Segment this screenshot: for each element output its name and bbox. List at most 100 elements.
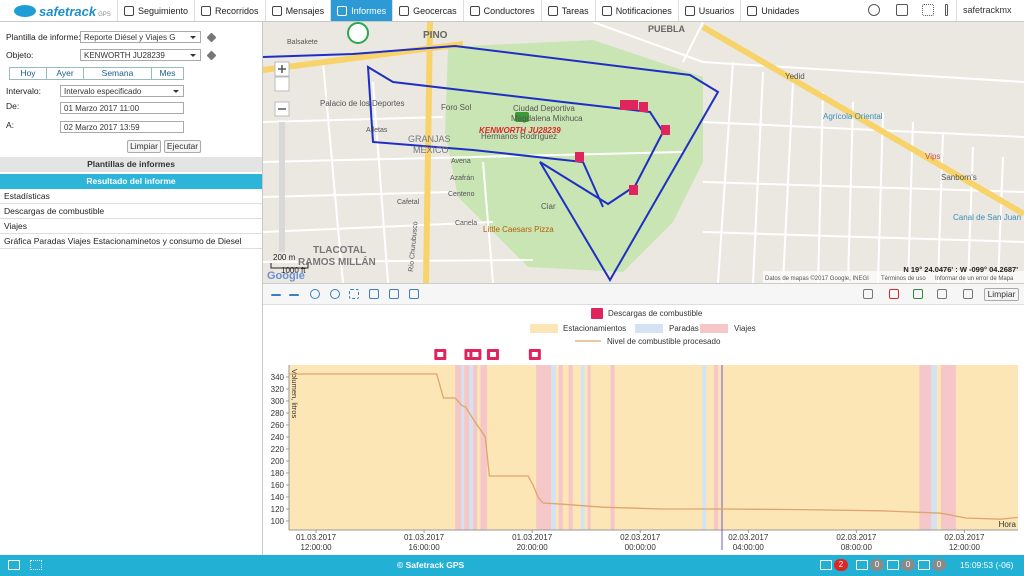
map-label: Balsakete <box>287 39 318 46</box>
zoom-out-icon[interactable] <box>330 289 340 299</box>
map-label: Canela <box>455 220 477 227</box>
result-header[interactable]: Resultado del informe <box>0 174 262 189</box>
templates-header[interactable]: Plantillas de informes <box>0 157 262 172</box>
badge[interactable]: 2 <box>834 559 848 571</box>
nav-icon <box>399 5 410 16</box>
map-report[interactable]: Informar de un error de Mapa <box>935 276 1014 282</box>
place-icon <box>347 22 369 44</box>
nav-icon <box>337 5 348 16</box>
map[interactable]: 200 m 1000 ft Google Balsakete PINO PUEB… <box>263 22 1024 283</box>
nav-icon <box>469 5 480 16</box>
nav-item[interactable]: Geocercas <box>392 0 463 21</box>
zoom-in-icon <box>278 65 286 73</box>
result-item[interactable]: Descargas de combustible <box>0 204 262 219</box>
legend-label: Descargas de combustible <box>608 309 703 318</box>
period-button[interactable]: Semana <box>84 68 152 79</box>
wrench-icon[interactable] <box>206 32 217 43</box>
badge[interactable]: 0 <box>870 559 884 571</box>
print-icon[interactable] <box>963 289 973 299</box>
legend-swatch <box>700 324 728 333</box>
grid-icon[interactable] <box>30 560 42 570</box>
alert-icon[interactable] <box>918 560 930 570</box>
to-input[interactable]: 02 Marzo 2017 13:59 <box>60 121 184 133</box>
nav-item[interactable]: Recorridos <box>194 0 265 21</box>
forward-icon[interactable] <box>289 294 299 296</box>
apps-icon[interactable] <box>922 4 934 16</box>
interval-band <box>941 365 956 530</box>
logo[interactable]: safetrack GPS <box>14 3 111 19</box>
more-icon[interactable] <box>945 4 948 16</box>
chart-clear-button[interactable]: Limpiar <box>984 288 1019 301</box>
result-item[interactable]: Estadísticas <box>0 189 262 204</box>
map-label: PINO <box>423 30 448 41</box>
back-icon[interactable] <box>271 294 281 296</box>
excel-icon[interactable] <box>913 289 923 299</box>
nav-label: Recorridos <box>215 5 259 16</box>
zoom-in-icon[interactable] <box>310 289 320 299</box>
y-tick-label: 120 <box>271 505 285 514</box>
object-select[interactable]: KENWORTH JU28239 <box>80 49 201 61</box>
wrench-icon[interactable] <box>206 50 217 61</box>
table-icon[interactable] <box>863 289 873 299</box>
message-icon[interactable] <box>820 560 832 570</box>
fuel-drain-glyph <box>472 352 479 357</box>
pdf-icon[interactable] <box>889 289 899 299</box>
truck-icon[interactable] <box>515 112 529 122</box>
export-icon[interactable] <box>937 289 947 299</box>
measure-icon[interactable] <box>896 4 908 16</box>
badge[interactable]: 0 <box>932 559 946 571</box>
period-button[interactable]: Hoy <box>10 68 47 79</box>
nav-label: Conductores <box>483 5 535 16</box>
panel-icon[interactable] <box>8 560 20 570</box>
map-label: Ciar <box>541 202 556 211</box>
result-item[interactable]: Gráfica Paradas Viajes Estacionaminetos … <box>0 234 262 249</box>
nav-item[interactable]: Mensajes <box>264 0 331 21</box>
list-icon[interactable] <box>409 289 419 299</box>
search-icon[interactable] <box>868 4 880 16</box>
map-terms[interactable]: Términos de uso <box>881 276 926 282</box>
map-label: Hermanos Rodríguez <box>481 132 557 141</box>
map-label: Foro Sol <box>441 103 471 112</box>
nav-label: Tareas <box>561 5 589 16</box>
clear-button[interactable]: Limpiar <box>127 140 161 153</box>
template-select[interactable]: Reporte Diésel y Viajes G <box>80 31 201 43</box>
select-icon[interactable] <box>349 289 359 299</box>
fit-icon[interactable] <box>389 289 399 299</box>
user-menu[interactable]: safetrackmx <box>956 0 1012 21</box>
nav-item[interactable]: Tareas <box>540 0 595 21</box>
nav-item[interactable]: Conductores <box>462 0 541 21</box>
legend-label: Paradas <box>669 324 699 333</box>
event-icon[interactable] <box>887 560 899 570</box>
period-button[interactable]: Ayer <box>47 68 84 79</box>
nav-item[interactable]: Notificaciones <box>594 0 678 21</box>
nav-label: Geocercas <box>413 5 457 16</box>
result-item[interactable]: Viajes <box>0 219 262 234</box>
map-label: Vips <box>925 152 940 161</box>
y-tick-label: 320 <box>271 385 285 394</box>
map-layers[interactable] <box>274 76 290 92</box>
interval-select[interactable]: Intervalo especificado <box>60 85 184 97</box>
nav-item[interactable]: Seguimiento <box>117 0 194 21</box>
object-label: Objeto: <box>6 50 34 60</box>
zoom-slider[interactable] <box>279 122 285 252</box>
logo-icon <box>14 5 36 17</box>
axis-icon[interactable] <box>369 289 379 299</box>
map-label: RAMOS MILLÁN <box>298 255 376 268</box>
notice-icon[interactable] <box>856 560 868 570</box>
nav-item[interactable]: Usuarios <box>677 0 741 21</box>
nav-item[interactable]: Informes <box>330 0 393 21</box>
run-button[interactable]: Ejecutar <box>164 140 201 153</box>
attribution-bg <box>763 271 1024 283</box>
map-label: PUEBLA <box>648 24 686 34</box>
legend-label: Nivel de combustible procesado <box>607 337 721 346</box>
from-input[interactable]: 01 Marzo 2017 11:00 <box>60 102 184 114</box>
nav-icon <box>547 5 558 16</box>
interval-band <box>610 365 615 530</box>
map-coords: N 19° 24.0476' : W -099° 04.2687' <box>903 265 1018 274</box>
period-button[interactable]: Mes <box>159 68 176 78</box>
badge[interactable]: 0 <box>901 559 915 571</box>
nav-item[interactable]: Unidades <box>740 0 805 21</box>
y-axis-label: Volumen, litros <box>290 369 299 418</box>
scale-feet: 1000 ft <box>281 266 306 275</box>
x-tick-label: 02.03.2017 08:00:00 <box>836 533 877 552</box>
